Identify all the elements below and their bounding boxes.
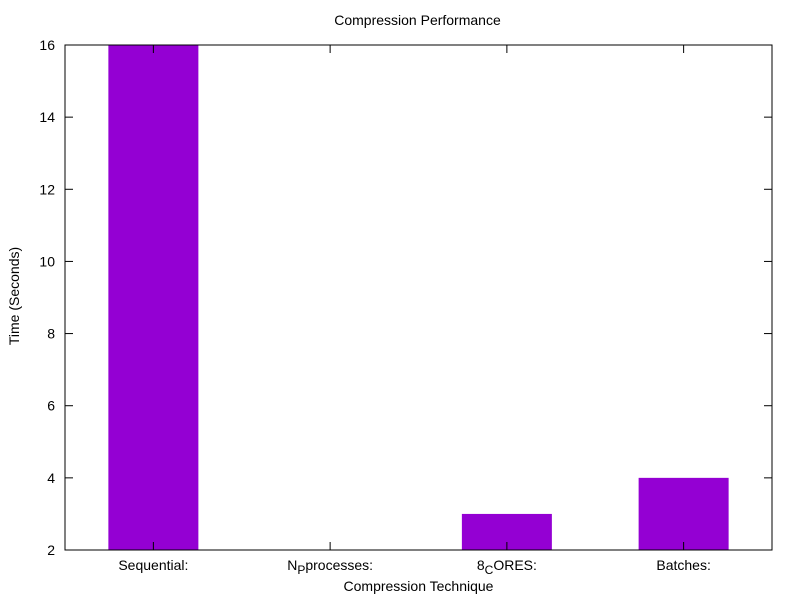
y-tick-label-2: 6	[47, 398, 55, 414]
y-tick-label-3: 8	[47, 326, 55, 342]
x-tick-label-1: NPprocesses:	[287, 557, 373, 577]
y-tick-label-7: 16	[39, 37, 55, 53]
x-tick-label-3: Batches:	[656, 557, 710, 573]
y-tick-label-1: 4	[47, 470, 55, 486]
bar-0	[108, 45, 199, 550]
y-tick-label-6: 14	[39, 109, 55, 125]
y-tick-label-5: 12	[39, 181, 55, 197]
x-tick-label-0: Sequential:	[118, 557, 188, 573]
chart-title: Compression Performance	[334, 12, 501, 28]
y-tick-label-0: 2	[47, 542, 55, 558]
x-axis-label: Compression Technique	[343, 578, 494, 594]
y-tick-label-4: 10	[39, 253, 55, 269]
x-tick-label-2: 8CORES:	[477, 557, 537, 577]
plot-border	[64, 44, 773, 551]
bar-3	[638, 477, 729, 550]
